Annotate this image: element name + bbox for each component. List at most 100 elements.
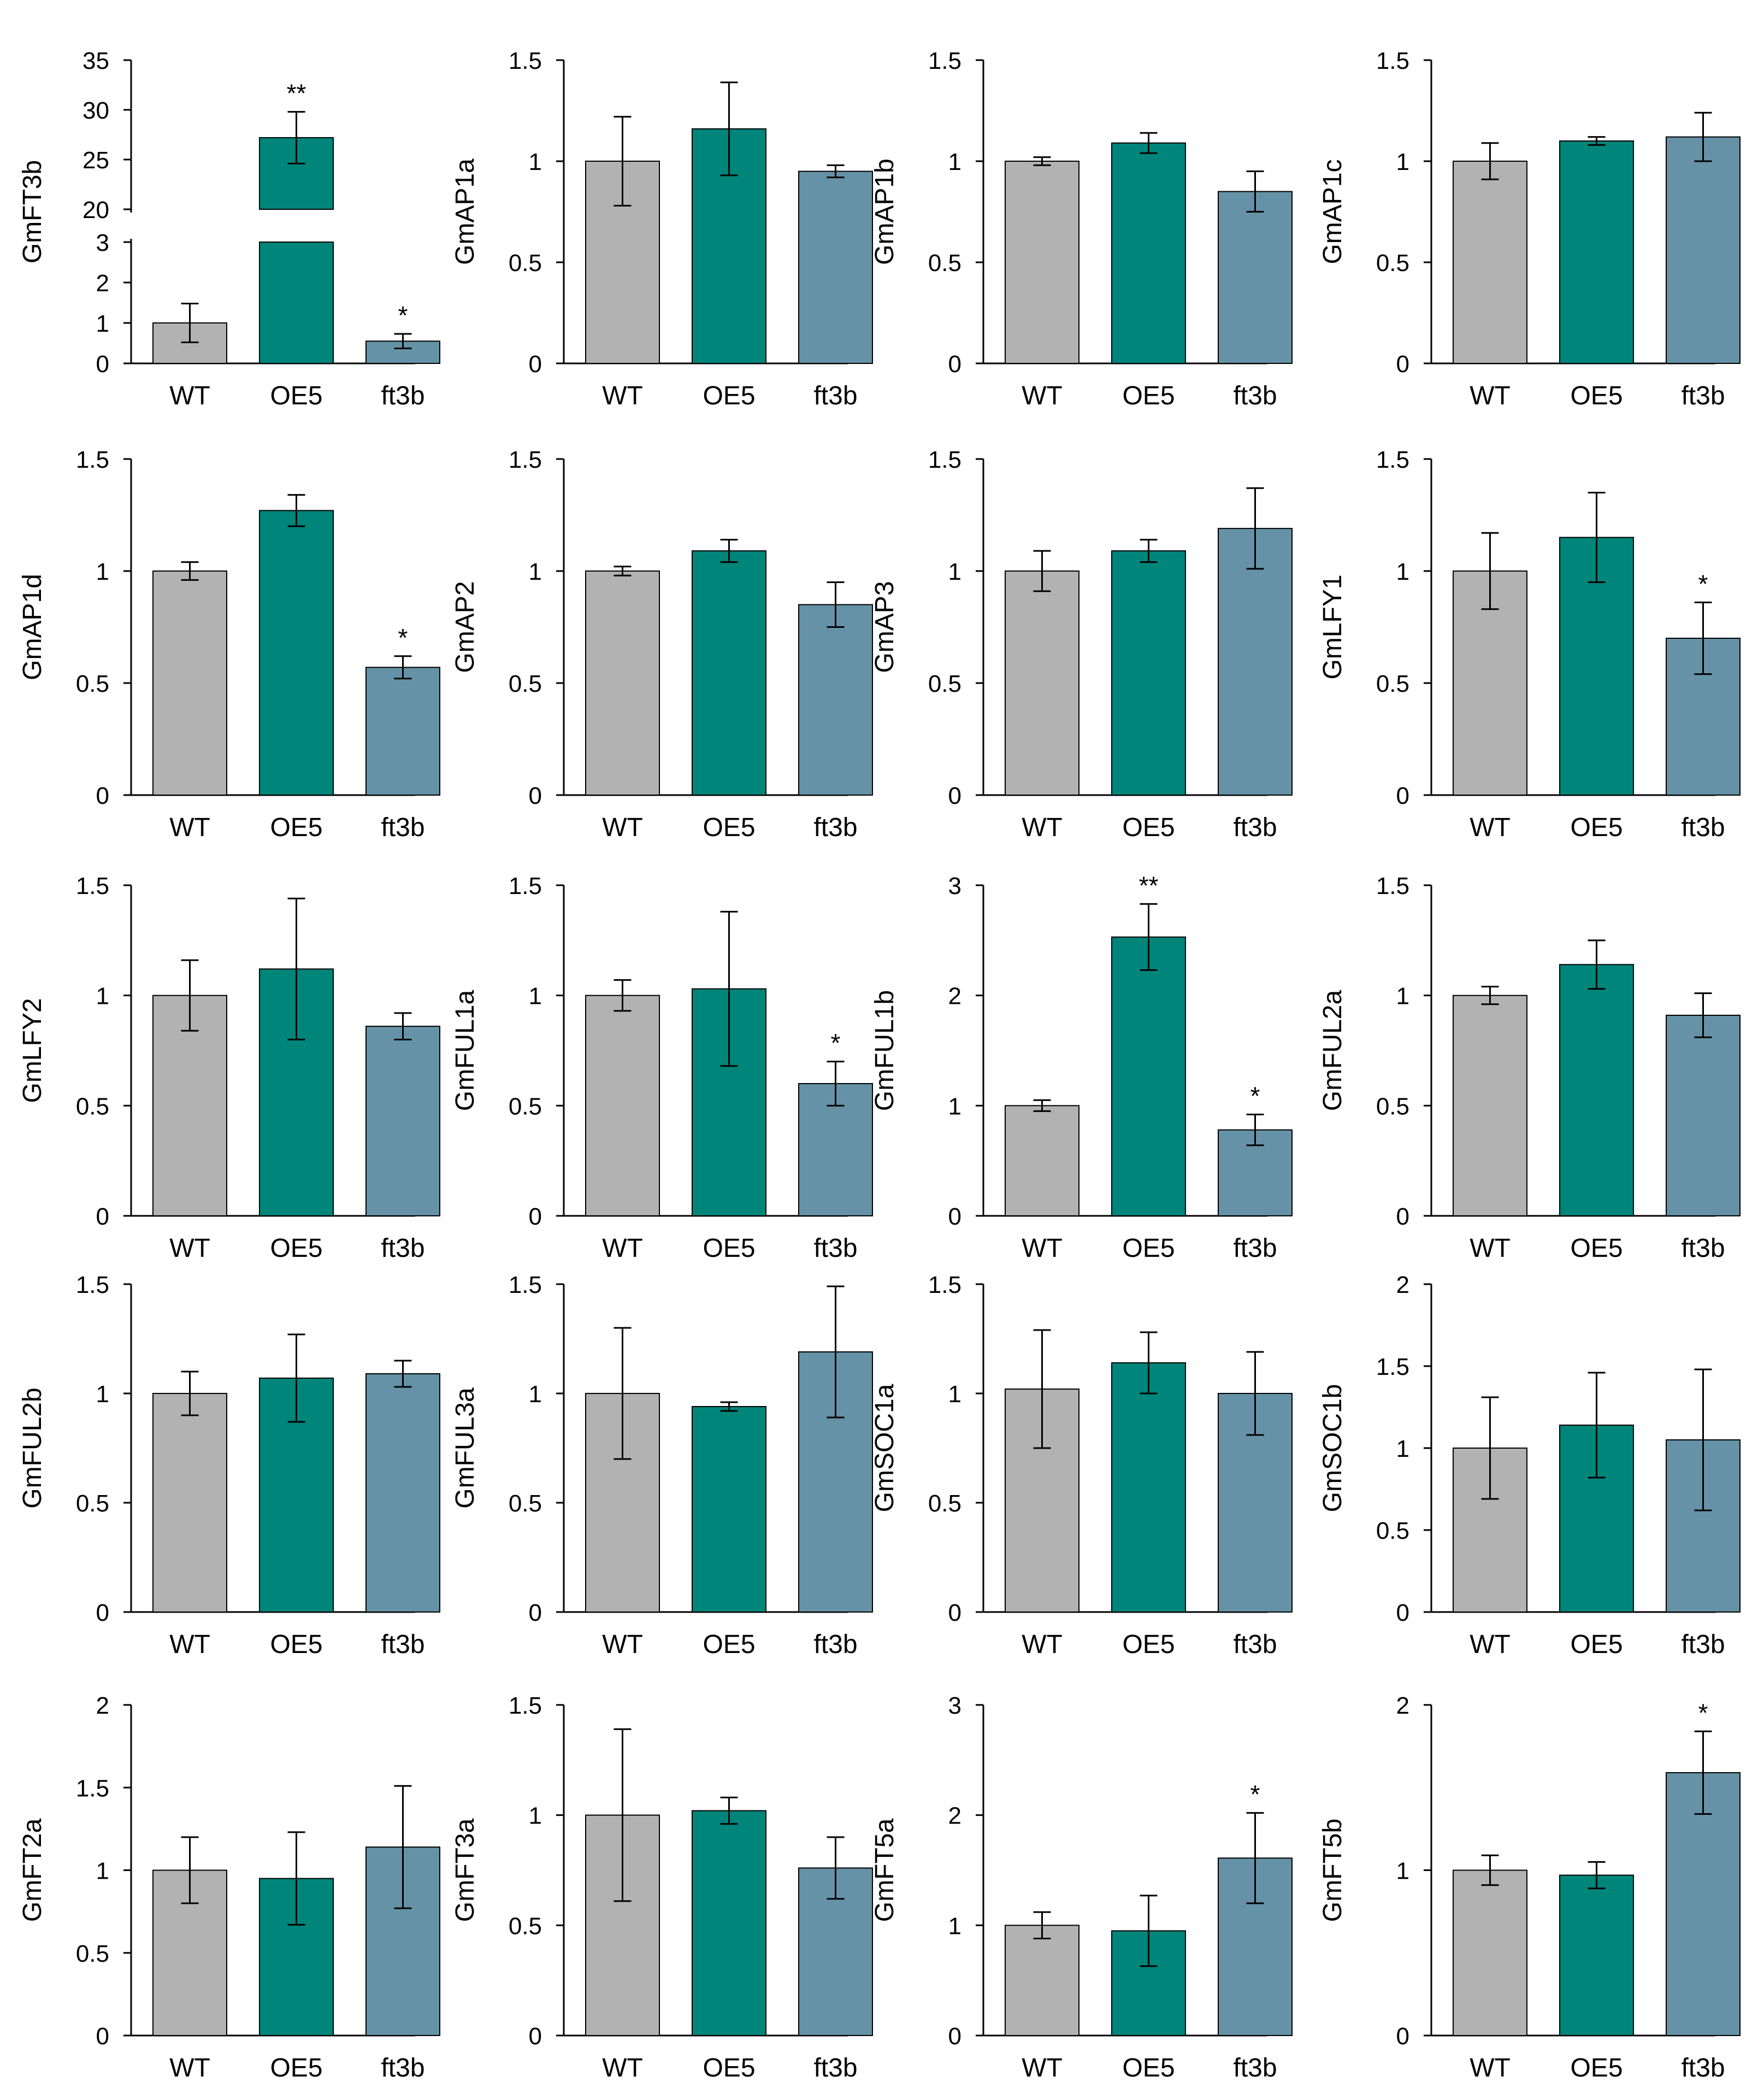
y-tick-label: 1 (529, 1381, 542, 1408)
y-tick-label: 1.5 (509, 1692, 542, 1719)
y-axis-label: GmFUL3a (451, 1387, 480, 1509)
x-category-label: ft3b (813, 381, 857, 410)
y-axis-label: GmFT5b (1318, 1819, 1347, 1922)
y-axis-label: GmLFY1 (1318, 574, 1347, 679)
x-category-label: OE5 (1122, 2054, 1175, 2083)
bar-wt (1453, 161, 1527, 364)
y-axis-label: GmSOC1a (870, 1384, 899, 1512)
y-tick-label: 0.5 (1376, 250, 1409, 277)
x-category-label: OE5 (1570, 1234, 1623, 1263)
x-category-label: OE5 (1570, 813, 1623, 842)
y-tick-label: 1.5 (928, 48, 961, 74)
y-tick-label: 2 (96, 270, 109, 297)
x-category-label: OE5 (270, 1630, 322, 1659)
y-tick-label: 1.5 (928, 1272, 961, 1298)
bar-oe5 (1559, 964, 1634, 1216)
x-category-label: ft3b (1681, 813, 1725, 842)
x-category-label: ft3b (381, 381, 424, 410)
bar-wt (1005, 1925, 1079, 2036)
bar-oe5 (1111, 142, 1186, 364)
significance-marker: * (398, 301, 408, 330)
chart-panel-gmful1b: GmFUL1b 0 1 2 3 WT OE5 ** ft3b * (870, 871, 1293, 1263)
bar-wt (152, 1393, 227, 1613)
bar-oe5 (692, 1406, 766, 1613)
x-category-label: OE5 (1122, 1630, 1175, 1659)
x-category-label: OE5 (1570, 1630, 1623, 1659)
y-axis-label: GmFT2a (18, 1819, 47, 1922)
chart-panel-gmft2a: GmFT2a 0 0.5 1 1.5 2 WT OE5 ft3b (18, 1692, 440, 2083)
x-category-label: ft3b (1681, 1234, 1725, 1263)
y-tick-label: 2 (1396, 1272, 1409, 1298)
y-tick-label: 0 (1396, 1599, 1409, 1626)
y-tick-label: 0.5 (928, 250, 961, 277)
y-tick-label: 0 (948, 1599, 961, 1626)
y-tick-label: 0.5 (509, 1093, 542, 1120)
x-category-label: WT (1470, 1234, 1511, 1263)
x-category-label: ft3b (381, 813, 424, 842)
bar-ft3b (1218, 191, 1293, 364)
y-tick-label: 0 (529, 351, 542, 378)
y-tick-label: 0.5 (509, 670, 542, 697)
chart-panel-gmsoc1b: GmSOC1b 0 0.5 1 1.5 2 WT OE5 ft3b (1318, 1272, 1741, 1659)
bar-ft3b (365, 1026, 440, 1216)
y-tick-label: 0.5 (928, 1490, 961, 1517)
y-tick-label: 1.5 (928, 446, 961, 473)
y-axis-label: GmLFY2 (18, 998, 47, 1103)
y-tick-label: 1 (529, 558, 542, 585)
y-tick-label: 1.5 (1376, 48, 1409, 74)
x-category-label: OE5 (1122, 381, 1175, 410)
bar-wt (152, 570, 227, 796)
x-category-label: WT (602, 1630, 643, 1659)
significance-marker: * (831, 1029, 841, 1057)
chart-panel-gmft5a: GmFT5a 0 1 2 3 WT OE5 ft3b * (870, 1692, 1293, 2083)
significance-marker: * (1698, 1698, 1708, 1727)
x-category-label: OE5 (1122, 813, 1175, 842)
y-axis-label: GmFT5a (870, 1819, 899, 1922)
x-category-label: WT (602, 2054, 643, 2083)
x-category-label: OE5 (703, 1630, 755, 1659)
y-tick-label: 0 (96, 351, 109, 378)
chart-panel-gmsoc1a: GmSOC1a 0 0.5 1 1.5 WT OE5 ft3b (870, 1272, 1293, 1659)
y-tick-label: 1 (1396, 1436, 1409, 1462)
y-tick-label: 30 (82, 97, 109, 124)
significance-marker: ** (1139, 871, 1159, 899)
x-category-label: WT (1022, 1234, 1063, 1263)
y-tick-label: 0.5 (1376, 1093, 1409, 1120)
y-tick-label: 0.5 (509, 1490, 542, 1517)
y-tick-label: 0 (948, 1203, 961, 1230)
y-tick-label: 35 (82, 48, 109, 74)
y-axis-label: GmAP1c (1318, 159, 1347, 264)
bar-oe5-lower (259, 242, 334, 364)
y-tick-label: 0 (529, 1599, 542, 1626)
y-tick-label: 1 (529, 983, 542, 1010)
bar-wt (1005, 161, 1079, 364)
y-axis-label: GmFUL1a (451, 990, 480, 1111)
x-category-label: ft3b (381, 2054, 424, 2083)
bar-oe5 (1111, 550, 1186, 796)
y-tick-label: 1 (96, 558, 109, 585)
y-tick-label: 1 (1396, 983, 1409, 1010)
x-category-label: ft3b (1233, 813, 1277, 842)
y-tick-label: 1 (1396, 1858, 1409, 1885)
y-tick-label: 1 (96, 310, 109, 337)
y-tick-label: 1.5 (1376, 446, 1409, 473)
bar-oe5 (1111, 936, 1186, 1216)
y-axis-label: GmAP1b (870, 158, 899, 265)
x-category-label: WT (1470, 1630, 1511, 1659)
bar-wt (1005, 1105, 1079, 1217)
y-tick-label: 0 (1396, 351, 1409, 378)
y-axis-label: GmSOC1b (1318, 1384, 1347, 1513)
x-category-label: ft3b (1233, 1234, 1277, 1263)
y-tick-label: 0.5 (509, 1913, 542, 1939)
chart-panel-gmful1a: GmFUL1a 0 0.5 1 1.5 WT OE5 ft3b * (451, 873, 873, 1263)
x-category-label: WT (1470, 2054, 1511, 2083)
y-tick-label: 0 (1396, 2023, 1409, 2050)
y-tick-label: 0 (529, 1203, 542, 1230)
y-tick-label: 2 (948, 1803, 961, 1830)
bar-oe5 (692, 1810, 766, 2037)
bar-ft3b (365, 340, 440, 364)
x-category-label: OE5 (270, 381, 322, 410)
chart-panel-gmlfy1: GmLFY1 0 0.5 1 1.5 WT OE5 ft3b * (1318, 446, 1741, 842)
bar-wt (152, 995, 227, 1216)
y-tick-label: 0 (96, 1599, 109, 1626)
